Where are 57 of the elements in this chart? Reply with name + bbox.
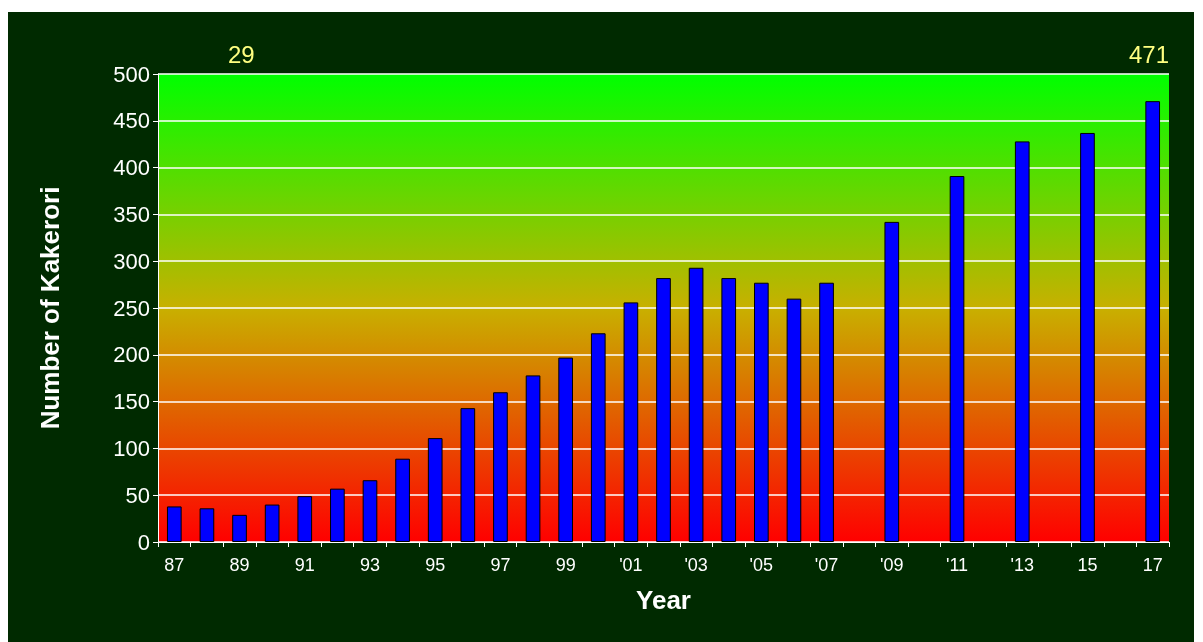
y-tick-label: 450 <box>113 108 150 134</box>
y-tick-label: 400 <box>113 155 150 181</box>
y-axis-title: Number of Kakerori <box>35 186 65 430</box>
x-tick-label: '07 <box>814 555 839 575</box>
x-tick-label: 89 <box>229 555 250 575</box>
bar <box>754 282 769 542</box>
text: 471 <box>1128 40 1169 68</box>
x-tick-label: 15 <box>1077 555 1098 575</box>
y-tick-label: 250 <box>113 295 150 321</box>
x-tick-label: '01 <box>619 555 643 575</box>
x-tick-label: 99 <box>555 555 576 575</box>
y-tick-label: 300 <box>113 248 150 274</box>
x-tick-label: '05 <box>749 555 774 575</box>
x-tick-label: 17 <box>1142 555 1163 575</box>
y-tick-label: 0 <box>137 529 150 555</box>
y-tick-label: 50 <box>125 482 150 508</box>
bar <box>362 480 378 542</box>
bar <box>264 504 280 542</box>
bar <box>623 302 639 542</box>
bar <box>688 267 704 542</box>
x-axis-title: Year <box>636 585 691 615</box>
y-tick-label: 200 <box>113 342 150 368</box>
bar <box>949 176 965 542</box>
y-tick-label: 150 <box>113 389 150 415</box>
bar <box>427 438 443 542</box>
bar <box>395 458 410 542</box>
x-tick-label: 93 <box>359 555 380 575</box>
y-tick-label: 100 <box>113 435 150 461</box>
bar <box>297 496 313 542</box>
bar <box>330 488 345 542</box>
bar <box>786 298 802 542</box>
bar <box>721 278 737 542</box>
bar <box>884 221 900 542</box>
x-tick-label: 91 <box>294 555 315 575</box>
y-tick-label: 350 <box>113 201 150 227</box>
bar <box>493 392 508 542</box>
bar <box>1080 132 1095 542</box>
bar <box>590 333 606 542</box>
bar <box>460 408 476 542</box>
x-tick-label: 97 <box>490 555 511 575</box>
y-tick-label: 500 <box>113 61 150 87</box>
bar <box>1014 141 1030 542</box>
bar <box>819 282 834 542</box>
x-tick-label: '03 <box>684 555 708 575</box>
bar <box>1145 101 1161 542</box>
x-tick-label: '11 <box>945 555 969 575</box>
bar <box>558 357 573 542</box>
bar <box>232 514 247 542</box>
bar <box>166 506 182 542</box>
x-tick-label: 87 <box>164 555 185 575</box>
x-tick-label: 95 <box>425 555 446 575</box>
x-tick-label: '13 <box>1010 555 1034 575</box>
x-tick-label: '09 <box>880 555 904 575</box>
text: 29 <box>228 40 255 68</box>
bar <box>199 508 215 542</box>
bar <box>656 278 671 542</box>
bar <box>525 375 541 542</box>
